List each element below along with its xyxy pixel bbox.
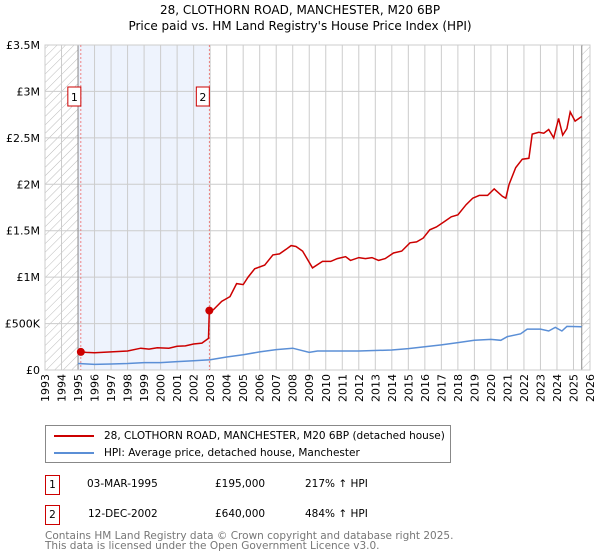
y-tick-label: £1M	[17, 271, 41, 284]
x-tick-label: 2003	[204, 374, 217, 402]
x-tick-label: 2014	[386, 374, 399, 402]
legend: 28, CLOTHORN ROAD, MANCHESTER, M20 6BP (…	[45, 425, 451, 463]
sale-point	[76, 347, 85, 356]
sale-marker-box	[67, 86, 82, 107]
legend-label-property: 28, CLOTHORN ROAD, MANCHESTER, M20 6BP (…	[104, 430, 445, 442]
x-tick-label: 2012	[353, 374, 366, 402]
x-tick-label: 2006	[254, 374, 267, 402]
sale-row: 1 03-MAR-1995 £195,000 217% ↑ HPI	[45, 475, 465, 495]
y-tick-label: £3M	[17, 85, 41, 98]
plot-frame	[44, 44, 591, 371]
x-tick-label: 2019	[468, 374, 481, 402]
x-tick-label: 1997	[105, 374, 118, 402]
x-tick-label: 1995	[72, 374, 85, 402]
x-tick-label: 2018	[452, 374, 465, 402]
x-tick-label: 2001	[171, 374, 184, 402]
y-tick-label: £1.5M	[6, 225, 40, 238]
x-tick-label: 2021	[501, 374, 514, 402]
x-tick-label: 2004	[221, 374, 234, 402]
x-tick-label: 1996	[89, 374, 102, 402]
sale-hpi-change: 217% ↑ HPI	[305, 478, 368, 490]
sale-date: 03-MAR-1995	[87, 478, 158, 490]
x-tick-label: 2011	[336, 374, 349, 402]
x-tick-label: 1993	[39, 374, 52, 402]
sale-marker-box	[195, 86, 210, 107]
x-tick-label: 2013	[369, 374, 382, 402]
y-tick-label: £500K	[5, 318, 41, 331]
price-chart: 1993 1994 1995 1996 1997 1998 1999 2000 2001 2002…	[5, 39, 597, 402]
sale-price: £640,000	[215, 508, 266, 520]
chart-subtitle: Price paid vs. HM Land Registry's House …	[128, 19, 472, 33]
sale-price: £195,000	[215, 478, 266, 490]
sale-number: 1	[45, 475, 60, 495]
y-tick-label: £0	[26, 364, 40, 377]
property-series-line	[80, 109, 583, 354]
sale-marker-label: 1	[71, 91, 78, 104]
legend-swatch-blue	[54, 452, 94, 454]
x-tick-label: 2016	[419, 374, 432, 402]
chart-title: 28, CLOTHORN ROAD, MANCHESTER, M20 6BP	[159, 3, 441, 17]
x-tick-label: 2024	[551, 374, 564, 402]
legend-item-hpi: HPI: Average price, detached house, Manc…	[54, 445, 360, 461]
sale-marker-label: 2	[199, 91, 206, 104]
y-tick-label: £2.5M	[6, 132, 40, 145]
x-tick-label: 2008	[287, 374, 300, 402]
x-tick-label: 2015	[402, 374, 415, 402]
x-tick-label: 2020	[485, 374, 498, 402]
footer-copyright: Contains HM Land Registry data © Crown c…	[45, 530, 454, 542]
y-tick-label: £3.5M	[6, 39, 40, 52]
x-tick-label: 2017	[435, 374, 448, 402]
x-tick-label: 2023	[534, 374, 547, 402]
sale-date: 12-DEC-2002	[88, 508, 158, 520]
sale-point	[205, 306, 214, 315]
legend-swatch-red	[54, 435, 94, 437]
legend-label-hpi: HPI: Average price, detached house, Manc…	[104, 447, 360, 459]
y-tick-label: £2M	[17, 178, 41, 191]
sale-hpi-change: 484% ↑ HPI	[305, 508, 368, 520]
x-tick-label: 2002	[188, 374, 201, 402]
legend-item-property: 28, CLOTHORN ROAD, MANCHESTER, M20 6BP (…	[54, 428, 445, 444]
x-tick-label: 2009	[303, 374, 316, 402]
sale-number: 2	[45, 505, 60, 525]
x-tick-label: 1998	[122, 374, 135, 402]
x-tick-label: 2026	[584, 374, 597, 402]
x-tick-label: 2025	[567, 374, 580, 402]
x-tick-label: 1994	[56, 374, 69, 402]
x-tick-label: 2000	[155, 374, 168, 402]
x-tick-label: 2022	[518, 374, 531, 402]
x-tick-label: 2010	[320, 374, 333, 402]
hpi-series-line	[77, 325, 582, 366]
hatched-region-after	[581, 45, 590, 370]
sale-row: 2 12-DEC-2002 £640,000 484% ↑ HPI	[45, 505, 465, 525]
x-tick-label: 1999	[138, 374, 151, 402]
x-tick-label: 2005	[237, 374, 250, 402]
footer-licence: This data is licensed under the Open Gov…	[45, 540, 380, 552]
x-tick-label: 2007	[270, 374, 283, 402]
